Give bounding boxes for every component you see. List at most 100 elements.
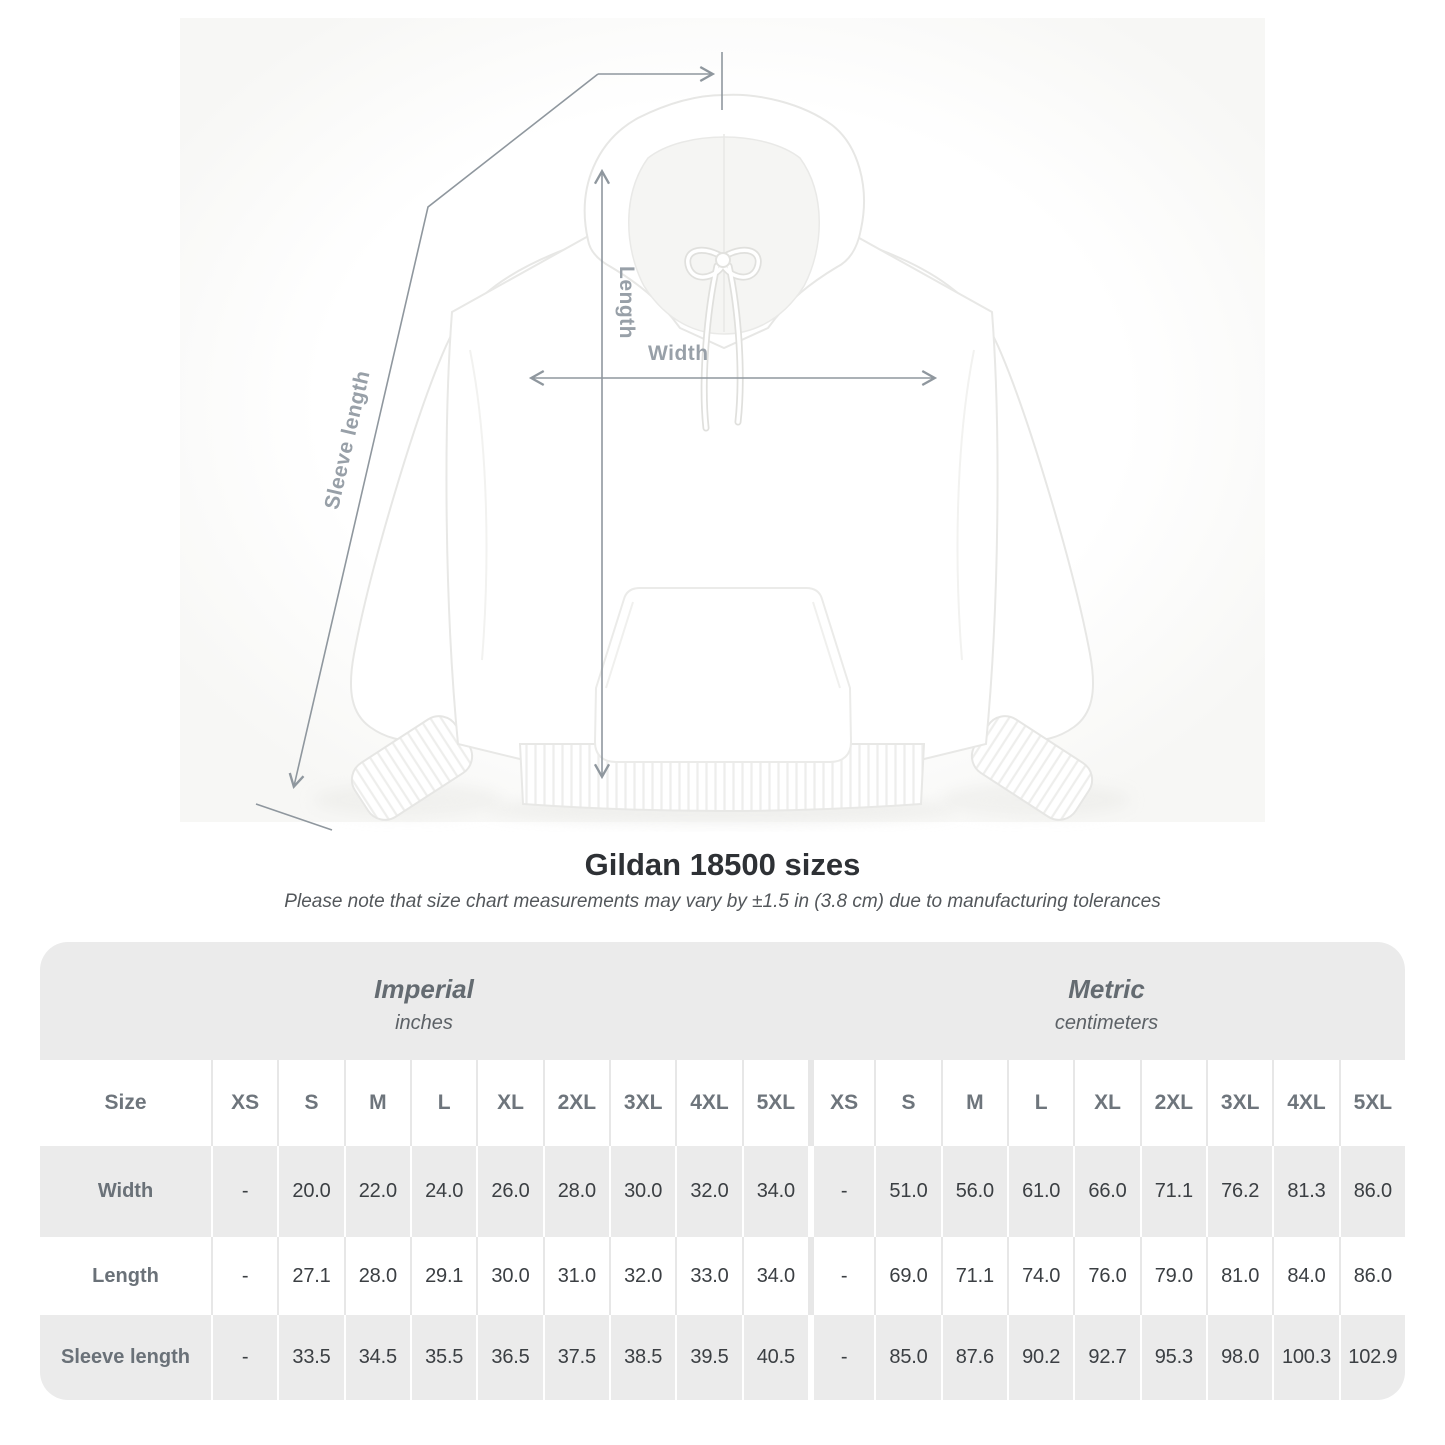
measurement-value: 40.5 xyxy=(741,1315,808,1400)
size-column-header: Size xyxy=(104,1091,147,1114)
measurement-value: 102.9 xyxy=(1338,1315,1405,1400)
measurement-value: 35.5 xyxy=(410,1315,476,1400)
metric-sublabel: centimeters xyxy=(1054,1011,1159,1034)
measurement-value: 56.0 xyxy=(940,1146,1007,1237)
measurement-value: 71.1 xyxy=(940,1237,1007,1315)
imperial-size-header: 2XL xyxy=(542,1060,609,1146)
hoodie-illustration xyxy=(180,18,1265,831)
measurement-value: - xyxy=(211,1315,277,1400)
row-label: Sleeve length xyxy=(61,1346,190,1368)
metric-size-header: 3XL xyxy=(1206,1060,1272,1146)
imperial-size-header: M xyxy=(343,1060,410,1146)
drawstrings xyxy=(684,246,762,432)
table-row-width: Width -20.0 22.0 24.0 26.0 28.0 30.0 32.0 34.0-5… xyxy=(40,1146,1405,1237)
measurement-value: 39.5 xyxy=(675,1315,741,1400)
measurement-value: 32.0 xyxy=(675,1146,741,1237)
measurement-value: 81.3 xyxy=(1272,1146,1338,1237)
measurement-annotations xyxy=(255,52,938,831)
imperial-label: Imperial xyxy=(374,973,474,1004)
imperial-size-header: XS xyxy=(211,1060,277,1146)
measurement-value: 71.1 xyxy=(1139,1146,1206,1237)
metric-size-header: S xyxy=(874,1060,940,1146)
width-label: Width xyxy=(648,342,709,365)
table-row-sleeve-length: Sleeve length -33.5 34.5 35.5 36.5 37.5 38.5 39… xyxy=(40,1315,1405,1400)
length-label: Length xyxy=(615,266,638,339)
table-row-length: Length -27.1 28.0 29.1 30.0 31.0 32.0 33.0 34.0-… xyxy=(40,1237,1405,1315)
body-fold-lines xyxy=(469,349,975,661)
metric-size-header: 5XL xyxy=(1338,1060,1405,1146)
measurement-value: 28.0 xyxy=(343,1237,410,1315)
measurement-value: 81.0 xyxy=(1206,1237,1272,1315)
measurement-value: 100.3 xyxy=(1272,1315,1338,1400)
page-title: Gildan 18500 sizes xyxy=(584,847,861,882)
measurement-value: 31.0 xyxy=(542,1237,609,1315)
measurement-value: - xyxy=(808,1315,874,1400)
metric-size-header: XS xyxy=(808,1060,874,1146)
measurement-value: 38.5 xyxy=(609,1315,675,1400)
metric-size-header: XL xyxy=(1073,1060,1139,1146)
measurement-value: 87.6 xyxy=(940,1315,1007,1400)
measurement-value: 34.5 xyxy=(343,1315,410,1400)
measurement-value: - xyxy=(808,1237,874,1315)
imperial-size-header: 4XL xyxy=(675,1060,741,1146)
imperial-size-header: 5XL xyxy=(741,1060,808,1146)
measurement-value: 86.0 xyxy=(1338,1237,1405,1315)
imperial-size-header: L xyxy=(410,1060,476,1146)
sleeve-end-tick xyxy=(255,803,333,831)
kangaroo-pocket xyxy=(593,587,853,763)
measurement-value: 26.0 xyxy=(476,1146,542,1237)
measurement-value: 79.0 xyxy=(1139,1237,1206,1315)
measurement-value: 61.0 xyxy=(1007,1146,1073,1237)
measurement-value: 36.5 xyxy=(476,1315,542,1400)
metric-size-header: 2XL xyxy=(1139,1060,1206,1146)
measurement-value: 92.7 xyxy=(1073,1315,1139,1400)
measurement-value: - xyxy=(211,1237,277,1315)
measurement-value: 34.0 xyxy=(741,1237,808,1315)
measurement-value: 34.0 xyxy=(741,1146,808,1237)
metric-size-header: M xyxy=(940,1060,1007,1146)
measurement-value: 33.5 xyxy=(277,1315,343,1400)
measurement-value: 37.5 xyxy=(542,1315,609,1400)
measurement-value: 90.2 xyxy=(1007,1315,1073,1400)
measurement-value: 30.0 xyxy=(476,1237,542,1315)
hood xyxy=(583,93,865,350)
unit-heading-band: Imperial inches Metric centimeters xyxy=(40,942,1405,1060)
measurement-value: 86.0 xyxy=(1338,1146,1405,1237)
table-header-row: Size XS S M L XL 2XL 3XL 4XL 5XL XS S M L XL 2XL 3XL 4XL 5… xyxy=(40,1060,1405,1146)
measurement-value: 28.0 xyxy=(542,1146,609,1237)
imperial-size-header: 3XL xyxy=(609,1060,675,1146)
measurement-value: 84.0 xyxy=(1272,1237,1338,1315)
imperial-size-header: S xyxy=(277,1060,343,1146)
measurement-value: - xyxy=(211,1146,277,1237)
measurement-value: 98.0 xyxy=(1206,1315,1272,1400)
measurement-value: 69.0 xyxy=(874,1237,940,1315)
measurement-value: 51.0 xyxy=(874,1146,940,1237)
measurement-value: 22.0 xyxy=(343,1146,410,1237)
metric-size-header: 4XL xyxy=(1272,1060,1338,1146)
measurement-value: 30.0 xyxy=(609,1146,675,1237)
measurement-value: - xyxy=(808,1146,874,1237)
measurement-value: 24.0 xyxy=(410,1146,476,1237)
sleeve-length-arrow xyxy=(288,73,599,790)
metric-label: Metric xyxy=(1068,973,1145,1004)
measurement-value: 85.0 xyxy=(874,1315,940,1400)
row-label: Length xyxy=(92,1264,159,1287)
hoodie-diagram: Length Width Sleeve length xyxy=(180,18,1265,831)
measurement-value: 27.1 xyxy=(277,1237,343,1315)
metric-size-header: L xyxy=(1007,1060,1073,1146)
metric-heading: Metric centimeters xyxy=(808,942,1405,1060)
imperial-size-header: XL xyxy=(476,1060,542,1146)
measurement-value: 76.2 xyxy=(1206,1146,1272,1237)
measurement-value: 29.1 xyxy=(410,1237,476,1315)
size-chart-table: Imperial inches Metric centimeters Size X… xyxy=(40,942,1405,1400)
row-label: Width xyxy=(97,1180,154,1202)
drawstring-knot xyxy=(715,252,731,268)
imperial-heading: Imperial inches xyxy=(40,942,808,1060)
measurement-value: 33.0 xyxy=(675,1237,741,1315)
measurement-value: 20.0 xyxy=(277,1146,343,1237)
measurement-value: 76.0 xyxy=(1073,1237,1139,1315)
measurement-value: 74.0 xyxy=(1007,1237,1073,1315)
measurement-value: 66.0 xyxy=(1073,1146,1139,1237)
measurement-value: 95.3 xyxy=(1139,1315,1206,1400)
